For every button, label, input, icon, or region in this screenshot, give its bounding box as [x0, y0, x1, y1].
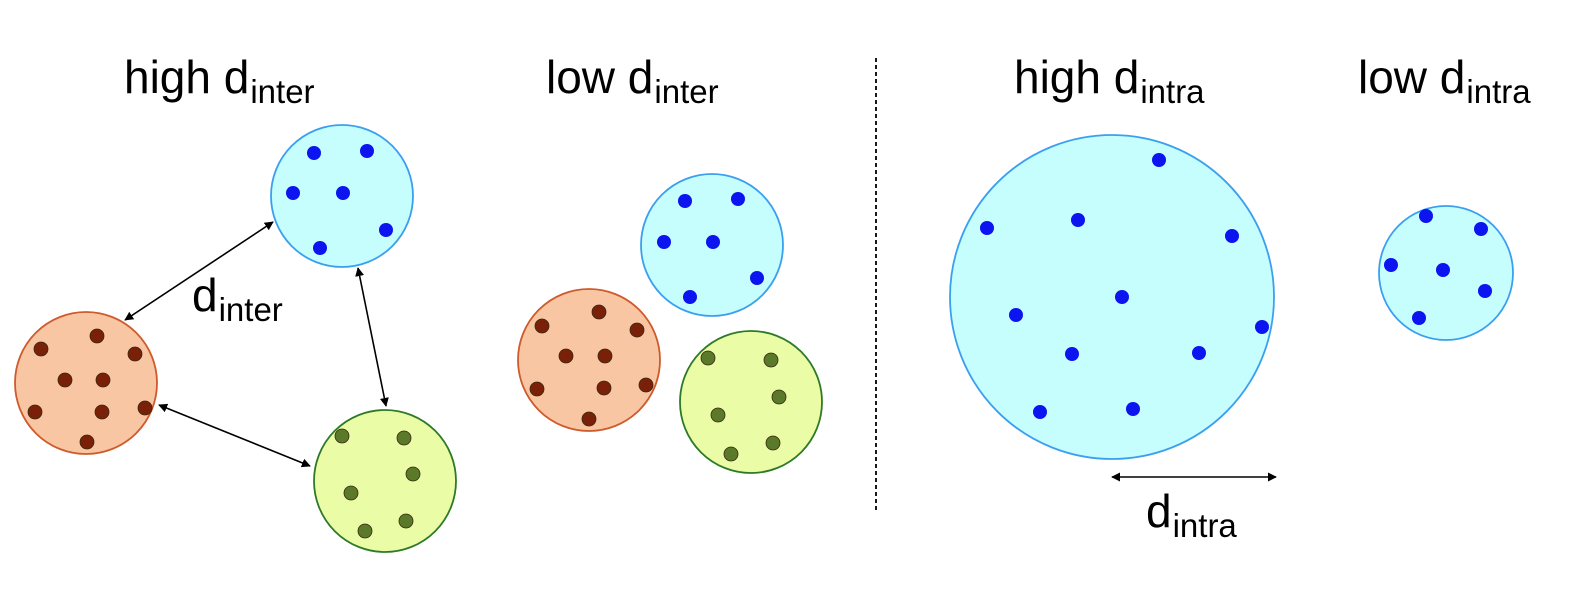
- point-high-inter-green-5: [398, 513, 414, 529]
- cluster-high-inter-orange: [14, 311, 158, 455]
- point-high-intra-blue-9: [1192, 346, 1206, 360]
- label-high-d-inter: high dinter: [124, 51, 315, 110]
- point-high-inter-orange-4: [57, 372, 73, 388]
- point-high-intra-blue-3: [1071, 213, 1085, 227]
- point-high-inter-green-6: [357, 523, 373, 539]
- point-high-inter-blue-1: [307, 146, 321, 160]
- point-low-inter-orange-1: [534, 318, 550, 334]
- point-high-inter-green-3: [405, 466, 421, 482]
- arrow-d-inter-blue-green: [355, 267, 389, 407]
- point-low-inter-blue-5: [750, 271, 764, 285]
- point-low-intra-blue-6: [1412, 311, 1426, 325]
- point-low-inter-blue-2: [731, 192, 745, 206]
- point-high-intra-blue-4: [1225, 229, 1239, 243]
- point-low-inter-orange-7: [596, 380, 612, 396]
- point-low-inter-green-6: [723, 446, 739, 462]
- point-low-inter-orange-9: [581, 411, 597, 427]
- point-high-inter-blue-5: [379, 223, 393, 237]
- point-low-inter-blue-6: [683, 290, 697, 304]
- point-high-intra-blue-1: [1152, 153, 1166, 167]
- point-low-inter-orange-6: [529, 381, 545, 397]
- point-high-intra-blue-11: [1126, 402, 1140, 416]
- point-high-intra-blue-6: [1009, 308, 1023, 322]
- point-high-intra-blue-2: [980, 221, 994, 235]
- point-low-intra-blue-4: [1436, 263, 1450, 277]
- point-low-inter-green-3: [771, 389, 787, 405]
- point-high-inter-orange-7: [94, 404, 110, 420]
- arrow-d-inter-blue-orange: [124, 221, 274, 321]
- point-low-intra-blue-1: [1419, 209, 1433, 223]
- cluster-low-inter-green: [679, 330, 823, 474]
- cluster-low-inter-orange: [517, 288, 661, 432]
- point-low-inter-green-5: [765, 435, 781, 451]
- point-high-inter-orange-9: [79, 434, 95, 450]
- label-low-d-inter: low dinter: [546, 51, 719, 110]
- point-low-intra-blue-3: [1384, 258, 1398, 272]
- point-low-inter-blue-1: [678, 194, 692, 208]
- cluster-high-intra-blue: [949, 134, 1275, 460]
- cluster-high-inter-green: [313, 409, 457, 553]
- point-low-inter-green-4: [710, 407, 726, 423]
- point-high-inter-blue-3: [286, 186, 300, 200]
- point-high-inter-green-1: [334, 428, 350, 444]
- label-low-d-intra: low dintra: [1358, 51, 1531, 110]
- label-d-inter-arrow: dinter: [192, 269, 283, 328]
- point-high-inter-orange-2: [89, 328, 105, 344]
- point-low-intra-blue-5: [1478, 284, 1492, 298]
- point-low-inter-green-1: [700, 350, 716, 366]
- point-low-inter-orange-5: [597, 348, 613, 364]
- point-high-inter-blue-2: [360, 144, 374, 158]
- point-high-inter-blue-4: [336, 186, 350, 200]
- point-high-intra-blue-10: [1033, 405, 1047, 419]
- point-high-inter-blue-6: [313, 241, 327, 255]
- point-low-inter-green-2: [763, 352, 779, 368]
- point-low-intra-blue-2: [1474, 222, 1488, 236]
- point-high-intra-blue-8: [1065, 347, 1079, 361]
- point-high-inter-orange-8: [137, 400, 153, 416]
- label-d-intra-arrow: dintra: [1146, 485, 1237, 544]
- point-high-inter-orange-3: [127, 346, 143, 362]
- point-low-inter-orange-4: [558, 348, 574, 364]
- point-high-inter-orange-1: [33, 341, 49, 357]
- point-high-inter-green-4: [343, 485, 359, 501]
- label-high-d-intra: high dintra: [1014, 51, 1205, 110]
- point-low-inter-blue-4: [706, 235, 720, 249]
- point-high-inter-orange-5: [95, 372, 111, 388]
- point-low-inter-blue-3: [657, 235, 671, 249]
- point-low-inter-orange-2: [591, 304, 607, 320]
- point-low-inter-orange-8: [638, 377, 654, 393]
- point-low-inter-orange-3: [629, 322, 645, 338]
- arrow-d-inter-orange-green: [158, 403, 311, 468]
- point-high-inter-green-2: [396, 430, 412, 446]
- point-high-inter-orange-6: [27, 404, 43, 420]
- point-high-intra-blue-7: [1255, 320, 1269, 334]
- point-high-intra-blue-5: [1115, 290, 1129, 304]
